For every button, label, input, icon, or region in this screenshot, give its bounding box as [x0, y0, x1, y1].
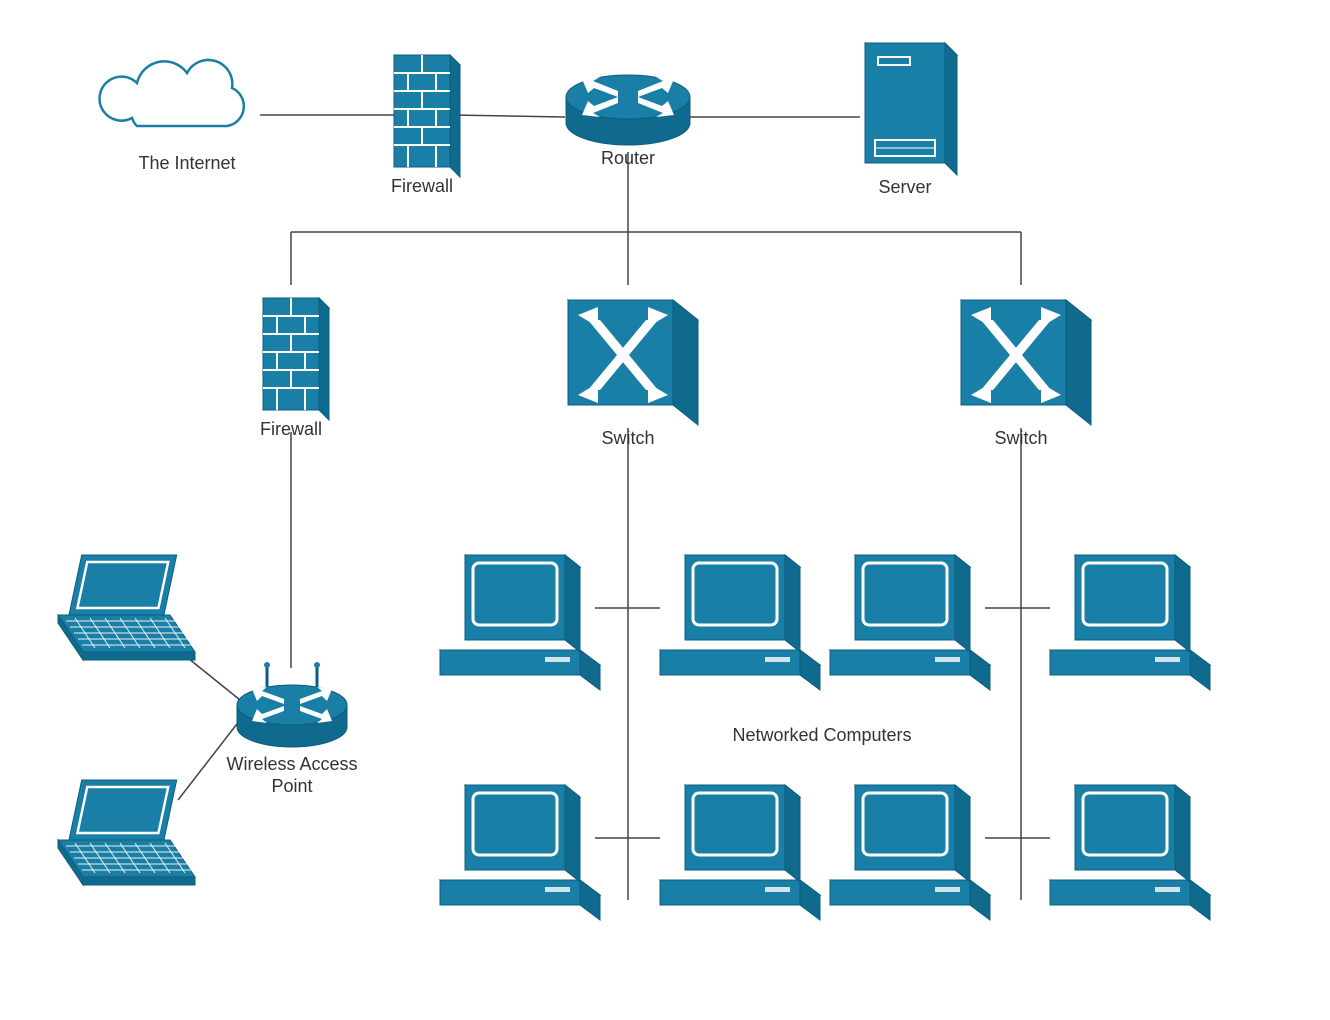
wap-icon — [237, 662, 347, 747]
sw2-label: Switch — [994, 428, 1047, 448]
wap-label: Wireless Access — [226, 754, 357, 774]
sw1-label: Switch — [601, 428, 654, 448]
pc6-icon — [660, 785, 820, 920]
networked-computers-label: Networked Computers — [732, 725, 911, 745]
lap1-icon — [58, 555, 195, 660]
fw1-label: Firewall — [391, 176, 453, 196]
pc4-icon — [1050, 555, 1210, 690]
pc7-icon — [830, 785, 990, 920]
pc5-icon — [440, 785, 600, 920]
internet-icon — [100, 60, 244, 126]
wap-label: Point — [271, 776, 312, 796]
fw2-label: Firewall — [260, 419, 322, 439]
pc2-icon — [660, 555, 820, 690]
pc3-icon — [830, 555, 990, 690]
edge-1 — [452, 115, 565, 117]
server-label: Server — [878, 177, 931, 197]
router-icon — [566, 75, 690, 145]
router-label: Router — [601, 148, 655, 168]
sw2-icon — [961, 300, 1091, 425]
nodes-layer — [58, 43, 1210, 920]
pc8-icon — [1050, 785, 1210, 920]
lap2-icon — [58, 780, 195, 885]
server-icon — [865, 43, 957, 175]
internet-label: The Internet — [138, 153, 235, 173]
pc1-icon — [440, 555, 600, 690]
network-diagram: The Internet Firewall Router Server Firewall… — [0, 0, 1330, 1020]
fw2-icon — [263, 298, 329, 420]
sw1-icon — [568, 300, 698, 425]
fw1-icon — [394, 55, 460, 177]
